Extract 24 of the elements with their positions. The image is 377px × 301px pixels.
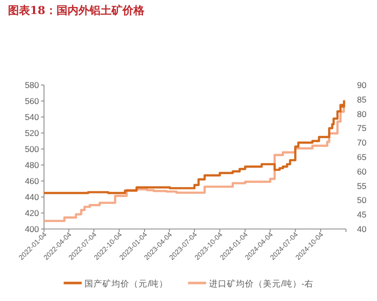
y2-tick-label: 55 [357,180,367,191]
y2-tick-label: 45 [357,210,367,220]
y2-tick-label: 85 [357,94,367,104]
y2-tick-label: 65 [357,152,367,162]
y2-tick-label: 50 [357,195,367,206]
y-tick-label: 400 [24,224,40,234]
y-tick-label: 560 [24,96,40,106]
y-tick-label: 500 [24,144,40,154]
y2-tick-label: 80 [357,108,367,119]
y2-tick-label: 60 [357,166,367,176]
y-tick-label: 440 [24,192,40,202]
y2-tick-label: 75 [357,123,367,134]
y-tick-label: 520 [24,128,40,138]
legend-label: 进口矿均价（美元/吨）-右 [209,278,314,288]
y2-tick-label: 70 [357,138,367,148]
chart-title: 图表18：国内外铝土矿价格 [8,4,146,17]
y-tick-label: 540 [24,112,40,122]
y-tick-label: 420 [24,208,40,218]
y-tick-label: 580 [24,80,40,90]
y-tick-label: 480 [24,160,40,170]
y-tick-label: 460 [24,176,40,186]
y2-tick-label: 90 [357,80,367,90]
legend-label: 国产矿均价（元/吨） [84,278,168,288]
y2-tick-label: 40 [357,224,367,234]
